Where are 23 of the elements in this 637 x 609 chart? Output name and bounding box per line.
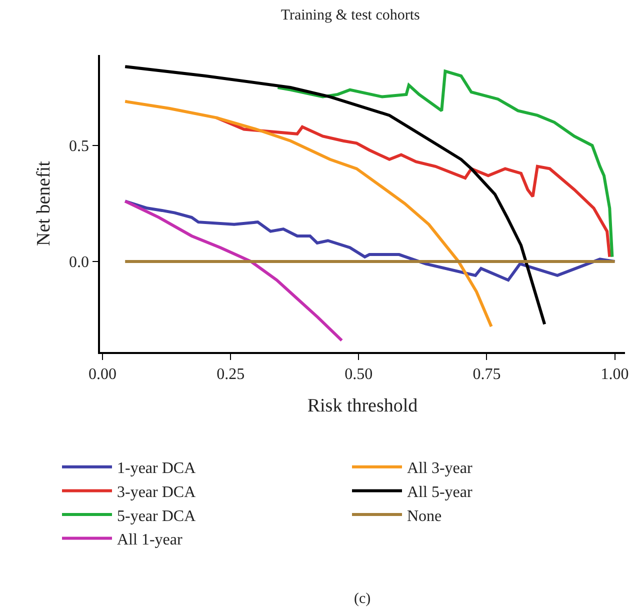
y-tick-label: 0.0 [69, 254, 90, 272]
legend-label: All 1-year [117, 532, 183, 549]
y-axis-title: Net benefit [33, 160, 54, 246]
x-tick-label: 0.25 [216, 366, 245, 383]
x-tick-label: 0.50 [344, 366, 373, 383]
line-series [276, 70, 614, 258]
line-series [214, 116, 612, 258]
line-series [124, 100, 493, 328]
chart-title: Training & test cohorts [280, 8, 420, 24]
legend-label: 3-year DCA [117, 484, 196, 501]
x-tick-label: 0.75 [472, 366, 501, 383]
legend-label: 5-year DCA [117, 508, 196, 525]
x-axis-title: Risk threshold [307, 395, 418, 416]
legend-label: None [407, 508, 442, 525]
text: (c) [354, 591, 371, 607]
x-tick-label: 0.00 [88, 366, 117, 383]
legend-label: 1-year DCA [117, 460, 196, 478]
line-series [124, 200, 344, 342]
line-series [124, 65, 546, 326]
y-tick-label: 0.5 [69, 138, 90, 156]
legend-label: All 5-year [407, 484, 473, 501]
legend-label: All 3-year [407, 460, 473, 478]
x-tick-label: 1.00 [600, 366, 629, 383]
